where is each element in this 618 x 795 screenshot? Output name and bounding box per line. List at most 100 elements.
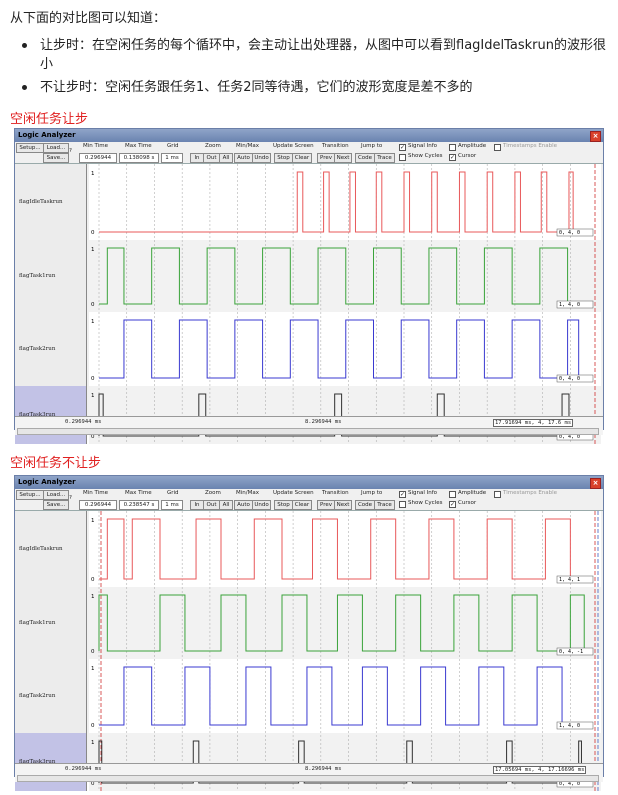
window-title-bar: Logic Analyzer × — [15, 476, 603, 489]
prev-button[interactable]: Prev — [317, 500, 335, 510]
load-button[interactable]: Load... — [43, 143, 69, 153]
signal-info-checkbox[interactable]: ✓ — [399, 144, 406, 151]
timestamps-checkbox[interactable] — [494, 144, 501, 151]
zoom-out-button[interactable]: Out — [203, 153, 220, 163]
axis-high-label: 1 — [91, 319, 95, 325]
signal-name: flagTask2run — [19, 346, 56, 352]
zoom-out-button[interactable]: Out — [203, 500, 220, 510]
code-button[interactable]: Code — [355, 500, 375, 510]
code-button[interactable]: Code — [355, 153, 375, 163]
load-button[interactable]: Load... — [43, 490, 69, 500]
lane-background — [89, 386, 601, 444]
waveform-trace — [99, 319, 587, 379]
next-button[interactable]: Next — [334, 153, 352, 163]
waveform-area: flagIdleTaskrun flagTask1run flagTask2run f… — [15, 511, 603, 791]
logic-analyzer-window-yield: Logic Analyzer × Setup... Load... Save...? Mi… — [14, 128, 604, 444]
window-title-bar: Logic Analyzer × — [15, 129, 603, 142]
zoom-in-button[interactable]: In — [190, 153, 204, 163]
clear-button[interactable]: Clear — [292, 153, 312, 163]
trace-button[interactable]: Trace — [374, 153, 395, 163]
amplitude-checkbox[interactable] — [449, 491, 456, 498]
prev-button[interactable]: Prev — [317, 153, 335, 163]
undo-button[interactable]: Undo — [252, 500, 271, 510]
max-time-value: 0.238547 s — [119, 500, 159, 510]
zoom-label: Zoom — [205, 143, 221, 149]
scrollbar[interactable] — [17, 428, 599, 435]
signal-name-row[interactable]: flagTask2run — [15, 659, 87, 733]
signal-name-row[interactable]: flagTask2run — [15, 312, 87, 386]
bullet-text: 让步时：在空闲任务的每个循环中，会主动让出处理器，从图中可以看到flagIdel… — [40, 38, 606, 72]
window-title: Logic Analyzer — [18, 478, 76, 486]
signal-name-row[interactable]: flagTask3run — [15, 386, 87, 444]
save-button[interactable]: Save... — [43, 153, 69, 163]
signal-name-row[interactable]: flagIdleTaskrun — [15, 164, 87, 240]
axis-low-label: 0 — [91, 434, 95, 440]
zoom-label: Zoom — [205, 490, 221, 496]
axis-low-label: 0 — [91, 302, 95, 308]
lane-background — [89, 511, 601, 587]
min-time-label: Min Time — [83, 143, 108, 149]
value-box-frame — [556, 228, 594, 237]
show-cycles-checkbox[interactable] — [399, 501, 406, 508]
signal-info-checkbox[interactable]: ✓ — [399, 491, 406, 498]
signal-name: flagIdleTaskrun — [19, 199, 63, 205]
auto-button[interactable]: Auto — [234, 153, 253, 163]
scrollbar[interactable] — [17, 775, 599, 782]
stop-button[interactable]: Stop — [274, 500, 293, 510]
cursor-checkbox[interactable]: ✓ — [449, 501, 456, 508]
show-cycles-checkbox[interactable] — [399, 154, 406, 161]
signal-name-row[interactable]: flagTask1run — [15, 240, 87, 312]
bullet-text: 不让步时：空闲任务跟任务1、任务2同等待遇，它们的波形宽度是差不多的 — [40, 80, 473, 95]
auto-button[interactable]: Auto — [234, 500, 253, 510]
grid-label: Grid — [167, 143, 179, 149]
grid-value: 1 ms — [161, 500, 183, 510]
help-icon[interactable]: ? — [69, 148, 72, 154]
cursor-checkbox[interactable]: ✓ — [449, 154, 456, 161]
signal-name-row[interactable]: flagIdleTaskrun — [15, 511, 87, 587]
intro-text: 从下面的对比图可以知道： — [10, 11, 167, 26]
waveform-svg: 1 0 0, 4, 0 1 0 1, 4, 0 1 0 0, 4, 0 1 0 0, 4, 0 — [89, 164, 601, 444]
value-box-frame — [556, 300, 594, 309]
signal-info-label: Signal Info — [408, 490, 438, 496]
min-time-value: 0.296944 ms — [79, 153, 117, 169]
close-icon[interactable]: × — [590, 478, 601, 489]
setup-button[interactable]: Setup... — [16, 143, 44, 153]
close-icon[interactable]: × — [590, 131, 601, 142]
waveform-trace — [99, 247, 587, 305]
value-box: 1, 4, 0 — [559, 723, 580, 729]
value-box: 1, 4, 0 — [559, 302, 580, 308]
amplitude-checkbox[interactable] — [449, 144, 456, 151]
zoom-all-button[interactable]: All — [219, 153, 233, 163]
waveform-trace — [99, 518, 587, 580]
undo-button[interactable]: Undo — [252, 153, 271, 163]
stop-button[interactable]: Stop — [274, 153, 293, 163]
cursor-label: Cursor — [458, 153, 477, 159]
lane-background — [89, 240, 601, 312]
status-mid: 8.296944 ms — [305, 766, 342, 772]
signal-name: flagIdleTaskrun — [19, 546, 63, 552]
zoom-in-button[interactable]: In — [190, 500, 204, 510]
signal-name-row[interactable]: flagTask1run — [15, 587, 87, 659]
logic-analyzer-window-noyield: Logic Analyzer × Setup... Load... Save...? Mi… — [14, 475, 604, 791]
save-button[interactable]: Save... — [43, 500, 69, 510]
setup-button[interactable]: Setup... — [16, 490, 44, 500]
waveform-area: flagIdleTaskrun flagTask1run flagTask2run f… — [15, 164, 603, 444]
waveform-trace — [99, 171, 587, 233]
value-box-frame — [556, 647, 594, 656]
transition-label: Transition — [322, 490, 349, 496]
next-button[interactable]: Next — [334, 500, 352, 510]
value-box-frame — [556, 374, 594, 383]
status-mid: 8.296944 ms — [305, 419, 342, 425]
timestamps-checkbox[interactable] — [494, 491, 501, 498]
trace-button[interactable]: Trace — [374, 500, 395, 510]
grid-label: Grid — [167, 490, 179, 496]
zoom-all-button[interactable]: All — [219, 500, 233, 510]
clear-button[interactable]: Clear — [292, 500, 312, 510]
help-icon[interactable]: ? — [69, 495, 72, 501]
signal-name-row[interactable]: flagTask3run — [15, 733, 87, 791]
section-title-noyield: 空闲任务不让步 — [10, 456, 102, 471]
min-time-label: Min Time — [83, 490, 108, 496]
lane-background — [89, 164, 601, 240]
value-box: 0, 4, 0 — [559, 230, 580, 236]
lane-background — [89, 587, 601, 659]
